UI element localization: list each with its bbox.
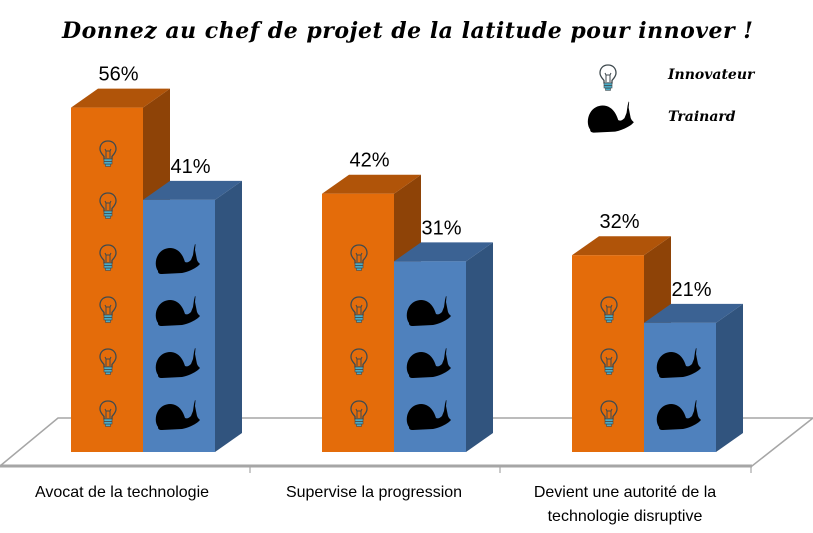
bar-side <box>716 303 743 452</box>
bar-top <box>71 88 170 108</box>
category-label: Supervise la progression <box>286 484 462 501</box>
category-label: technologie disruptive <box>548 508 703 525</box>
data-label: 32% <box>599 211 639 233</box>
legend-lightbulb-icon <box>599 64 617 92</box>
category-labels-group: Avocat de la technologie Supervise la pro… <box>35 484 716 525</box>
bar-side <box>215 180 242 452</box>
bar-trainard-1 <box>394 242 493 452</box>
data-label: 31% <box>421 217 461 239</box>
bar-top <box>644 303 743 323</box>
data-label: 42% <box>349 150 389 172</box>
bar-top <box>322 174 421 194</box>
bar-trainard-2 <box>644 303 743 452</box>
chart-title: Donnez au chef de projet de la latitude … <box>61 18 753 44</box>
bar-top <box>572 236 671 256</box>
data-label: 21% <box>671 279 711 301</box>
bar-side <box>466 242 493 452</box>
bar-front <box>322 193 394 452</box>
legend: Innovateur Trainard <box>587 64 756 133</box>
category-label: Avocat de la technologie <box>35 484 209 501</box>
data-label: 41% <box>170 156 210 178</box>
legend-label-innovateur: Innovateur <box>667 67 756 83</box>
bar-front <box>644 322 716 452</box>
legend-label-trainard: Trainard <box>668 109 736 125</box>
data-labels-group: 56% 41% 42% 31% 32% 21% <box>98 64 711 301</box>
category-label: Devient une autorité de la <box>534 484 716 501</box>
bars-group <box>71 88 743 452</box>
data-label: 56% <box>98 64 138 86</box>
bar-top <box>143 180 242 200</box>
bar-trainard-0 <box>143 180 242 452</box>
legend-snail-icon <box>587 101 634 133</box>
bar-top <box>394 242 493 262</box>
